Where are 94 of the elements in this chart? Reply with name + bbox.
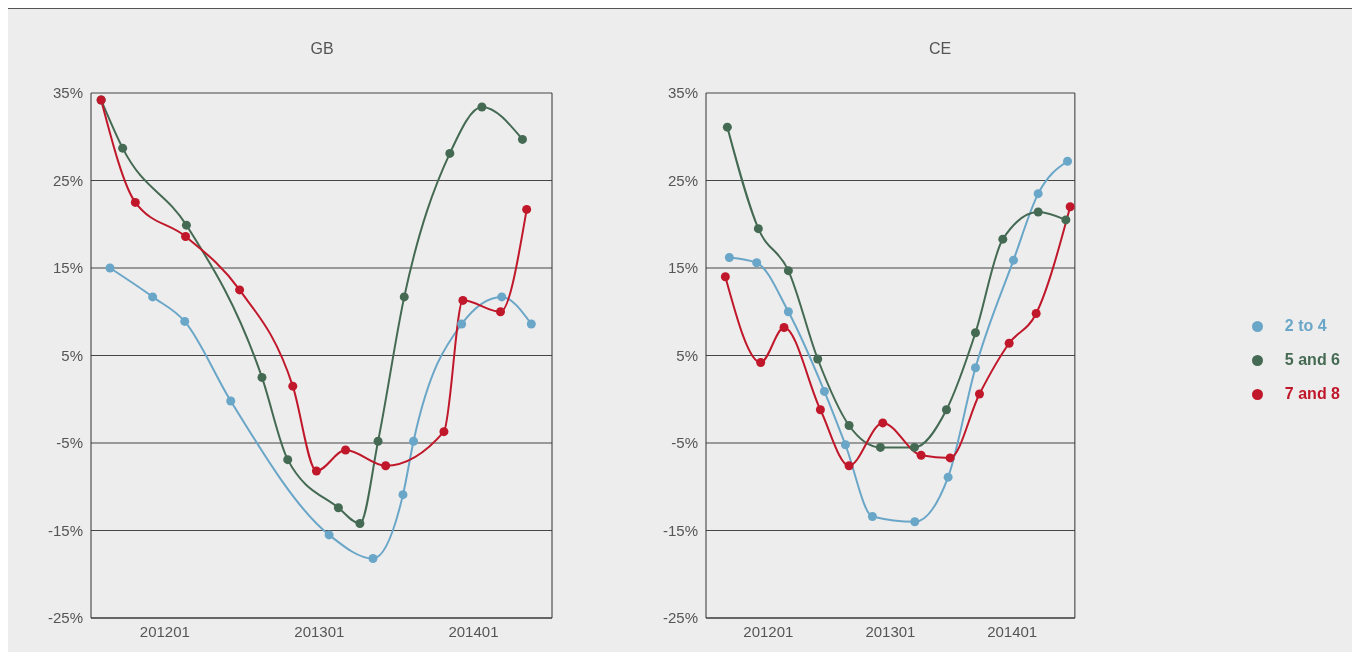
point bbox=[1031, 309, 1041, 318]
point bbox=[355, 519, 365, 528]
x-tick-label: 201401 bbox=[987, 622, 1038, 640]
point bbox=[130, 197, 140, 207]
point bbox=[496, 307, 505, 317]
point bbox=[779, 323, 789, 332]
chart-title: CE bbox=[927, 39, 953, 59]
point bbox=[283, 455, 293, 465]
point bbox=[341, 445, 351, 455]
point bbox=[867, 512, 877, 521]
point bbox=[974, 389, 984, 399]
point bbox=[497, 292, 507, 302]
point bbox=[1004, 338, 1014, 348]
point bbox=[398, 490, 408, 500]
point bbox=[1063, 156, 1073, 166]
point bbox=[813, 354, 823, 364]
point bbox=[722, 122, 732, 132]
point bbox=[517, 134, 527, 144]
point bbox=[445, 148, 455, 158]
point bbox=[1061, 215, 1071, 225]
point bbox=[288, 381, 298, 391]
point bbox=[844, 421, 854, 430]
y-tick-label: -15% bbox=[662, 521, 698, 539]
chart-title: GB bbox=[309, 39, 335, 59]
point bbox=[477, 102, 487, 112]
point bbox=[878, 418, 888, 428]
x-tick-label: 201201 bbox=[743, 622, 794, 640]
point bbox=[753, 224, 763, 234]
point bbox=[720, 272, 730, 282]
y-tick-label: 35% bbox=[667, 84, 698, 102]
point bbox=[1008, 255, 1018, 265]
y-tick-label: -25% bbox=[662, 609, 698, 627]
point bbox=[399, 292, 409, 302]
y-tick-label: -5% bbox=[671, 434, 698, 452]
point bbox=[970, 363, 980, 373]
x-tick-label: 201201 bbox=[139, 622, 190, 640]
legend-label: 7 and 8 bbox=[1284, 385, 1340, 402]
y-tick-label: 15% bbox=[667, 259, 698, 277]
y-tick-label: -25% bbox=[47, 609, 83, 627]
point bbox=[815, 405, 825, 415]
point bbox=[783, 307, 793, 317]
x-tick-label: 201401 bbox=[448, 622, 499, 640]
x-tick-label: 201301 bbox=[865, 622, 916, 640]
point bbox=[910, 517, 920, 527]
point bbox=[235, 285, 245, 295]
point bbox=[526, 319, 536, 329]
point bbox=[756, 358, 766, 367]
point bbox=[909, 442, 919, 452]
x-tick-label: 201301 bbox=[294, 622, 345, 640]
point bbox=[181, 220, 191, 230]
point bbox=[1065, 202, 1075, 212]
legend-label: 5 and 6 bbox=[1284, 351, 1340, 368]
y-tick-label: 5% bbox=[61, 346, 83, 364]
point bbox=[1033, 189, 1043, 199]
y-tick-label: -15% bbox=[47, 521, 83, 539]
y-tick-label: 15% bbox=[52, 259, 83, 277]
point bbox=[840, 440, 850, 450]
point bbox=[916, 450, 926, 460]
point bbox=[941, 405, 951, 415]
point bbox=[118, 143, 128, 153]
point bbox=[373, 436, 383, 446]
point bbox=[458, 295, 468, 305]
point bbox=[875, 442, 885, 452]
point bbox=[522, 204, 532, 214]
point bbox=[333, 503, 343, 513]
point bbox=[324, 530, 334, 540]
point bbox=[368, 554, 378, 563]
point bbox=[819, 386, 829, 396]
y-tick-label: 25% bbox=[667, 171, 698, 189]
y-tick-label: 25% bbox=[52, 171, 83, 189]
y-tick-label: 35% bbox=[52, 84, 83, 102]
y-tick-label: -5% bbox=[56, 434, 83, 452]
point bbox=[226, 396, 236, 406]
point bbox=[724, 253, 734, 262]
point bbox=[1033, 207, 1043, 217]
point bbox=[783, 266, 793, 276]
legend-label: 2 to 4 bbox=[1284, 317, 1327, 334]
point bbox=[752, 258, 762, 268]
point bbox=[311, 466, 321, 476]
point bbox=[409, 436, 419, 446]
point bbox=[844, 461, 854, 471]
point bbox=[457, 319, 467, 329]
point bbox=[181, 232, 191, 241]
point bbox=[105, 263, 115, 273]
point bbox=[439, 427, 449, 437]
point bbox=[998, 234, 1008, 244]
point bbox=[148, 292, 158, 302]
point bbox=[970, 328, 980, 338]
point bbox=[945, 453, 955, 463]
point bbox=[180, 316, 190, 326]
y-tick-label: 5% bbox=[676, 346, 698, 364]
point bbox=[943, 472, 953, 482]
point bbox=[257, 372, 267, 382]
point bbox=[381, 461, 391, 471]
